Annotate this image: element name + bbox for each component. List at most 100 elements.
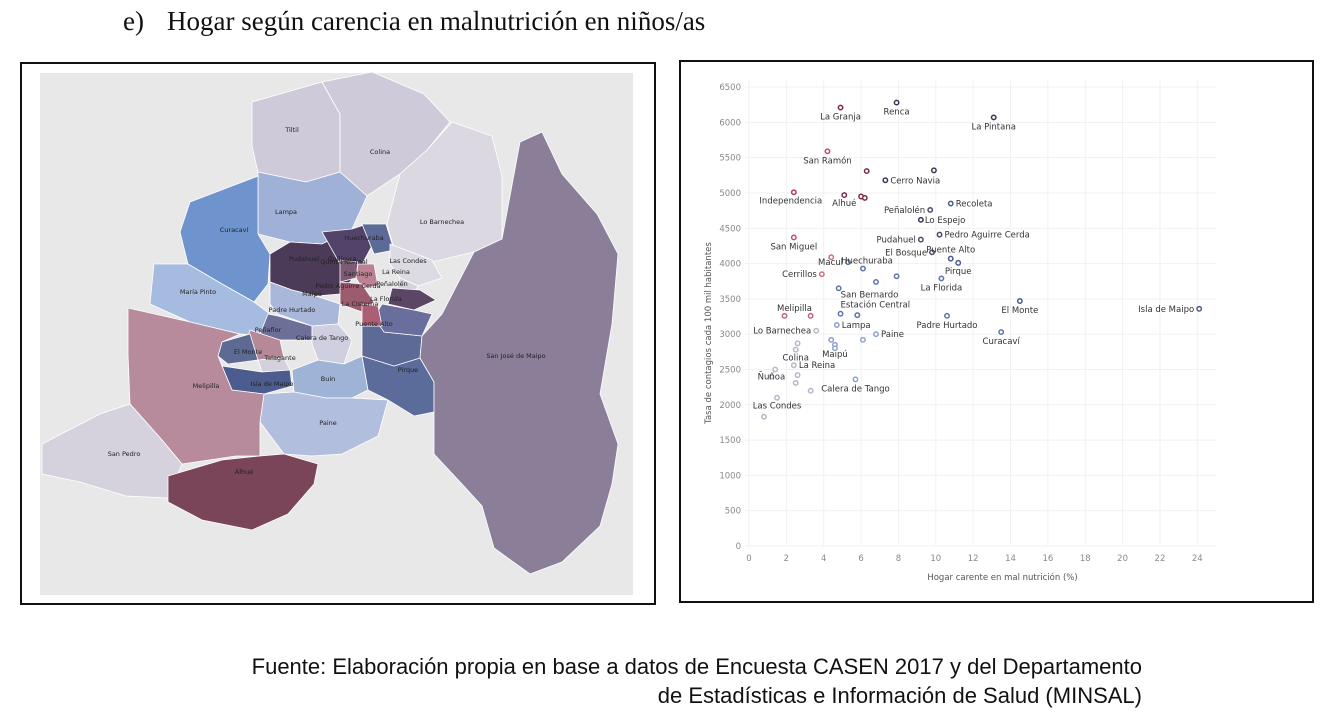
commune-label-pirque: Pirque <box>398 366 418 374</box>
scatter-point <box>929 249 936 256</box>
scatter-point <box>835 285 842 292</box>
commune-label-tiltil: Tiltil <box>284 126 299 134</box>
scatter-point <box>998 329 1005 336</box>
commune-label-san-pedro: San Pedro <box>108 450 141 458</box>
scatter-point <box>760 413 767 420</box>
point-label: Lo Barnechea <box>753 327 811 337</box>
y-axis-title: Tasa de contagios cada 100 mil habitante… <box>704 242 714 425</box>
point-label: Cerrillos <box>782 270 817 280</box>
scatter-point <box>873 331 879 338</box>
point-label: Paine <box>881 330 904 340</box>
y-tick-label: 500 <box>725 507 741 517</box>
commune-label-puente-alto: Puente Alto <box>355 320 392 328</box>
point-label: Ñuñoa <box>758 372 786 383</box>
point-label: Estación Central <box>841 300 911 311</box>
scatter-point <box>936 231 943 238</box>
commune-label-talagante: Talagante <box>263 354 295 362</box>
point-label: Alhué <box>832 198 856 209</box>
point-label: Maipú <box>822 350 848 360</box>
commune-label-isla-de-maipo: Isla de Maipo <box>251 380 294 388</box>
commune-label-la-reina: La Reina <box>382 268 410 276</box>
commune-label-la-cisterna: La Cisterna <box>342 300 379 308</box>
scatter-point <box>772 366 779 373</box>
x-tick-label: 14 <box>1005 554 1016 564</box>
commune-label-san-jose-de-maipo: San José de Maipo <box>486 352 545 360</box>
scatter-point <box>790 189 797 196</box>
commune-label-quinta-normal: Quinta Normal <box>320 258 367 266</box>
commune-label-las-condes: Las Condes <box>389 257 427 265</box>
scatter-point <box>990 114 997 121</box>
commune-alhue <box>167 453 319 531</box>
scatter-point <box>859 265 866 272</box>
scatter-point <box>955 259 962 266</box>
commune-label-maria-pinto: María Pinto <box>180 288 216 296</box>
scatter-point <box>863 168 870 175</box>
point-label: San Bernardo <box>841 290 899 300</box>
scatter-point <box>944 312 950 319</box>
commune-label-penaflor: Peñaflor <box>255 326 282 334</box>
point-label: Padre Hurtado <box>917 321 978 331</box>
scatter-point <box>930 167 937 174</box>
scatter-point <box>837 104 844 111</box>
x-tick-label: 10 <box>930 554 941 564</box>
scatter-point <box>938 275 945 282</box>
source-line-1: Fuente: Elaboración propia en base a dat… <box>251 654 1142 679</box>
scatter-point <box>807 387 814 394</box>
commune-label-padre-hurtado: Padre Hurtado <box>269 306 316 314</box>
point-label: Peñalolén <box>884 205 925 216</box>
chart-frame: 0 2 4 6 8 10 12 14 16 18 20 22 24 0 500 1000 1500 2000 250… <box>679 60 1314 603</box>
commune-san-jose-de-maipo <box>419 131 619 575</box>
scatter-point <box>794 372 801 379</box>
scatter-point <box>893 99 900 106</box>
scatter-point <box>845 259 851 266</box>
scatter-point <box>790 362 797 369</box>
point-label: La Granja <box>820 113 861 123</box>
scatter-point <box>852 376 859 383</box>
commune-curacavi <box>179 175 271 303</box>
x-tick-label: 20 <box>1117 554 1128 564</box>
scatter-point <box>792 379 799 386</box>
commune-label-el-monte: El Monte <box>234 348 262 356</box>
y-tick-label: 2500 <box>719 365 741 375</box>
scatter-point <box>917 216 924 223</box>
commune-label-melipilla: Melipilla <box>193 382 220 390</box>
figure-heading: e) Hogar según carencia en malnutrición e… <box>123 6 705 37</box>
x-tick-label: 6 <box>858 554 863 564</box>
point-label: Melipilla <box>777 304 812 314</box>
heading-text: Hogar según carencia en malnutrición en … <box>167 6 706 36</box>
scatter-point <box>893 273 900 280</box>
commune-label-pudahuel: Pudahuel <box>289 255 319 263</box>
x-tick-label: 22 <box>1155 554 1166 564</box>
commune-label-alhue: Alhué <box>235 468 254 476</box>
commune-label-colina: Colina <box>370 148 390 156</box>
y-tick-label: 3500 <box>719 295 741 305</box>
y-tick-label: 1000 <box>719 471 741 481</box>
scatter-point <box>927 206 934 213</box>
x-tick-label: 12 <box>968 554 979 564</box>
point-label: Lampa <box>842 321 871 331</box>
scatter-point <box>818 271 825 278</box>
source-line-2: de Estadísticas e Información de Salud (… <box>657 683 1142 708</box>
scatter-point <box>947 255 954 262</box>
scatter-point <box>1196 305 1203 312</box>
point-label: Macul <box>818 258 843 268</box>
scatter-point <box>828 254 835 261</box>
point-label: Renca <box>884 108 910 118</box>
map-frame: Tiltil Colina Lampa Curacaví Lo Barnechea Mar… <box>20 62 656 605</box>
commune-label-paine: Paine <box>319 419 337 427</box>
point-label: Puente Alto <box>926 246 975 256</box>
point-label: Huechuraba <box>841 257 893 267</box>
scatter-point <box>790 234 797 241</box>
commune-label-lampa: Lampa <box>275 208 297 216</box>
commune-label-quilicura: Quilicura <box>327 255 356 263</box>
x-tick-label: 16 <box>1042 554 1053 564</box>
point-label: Pedro Aguirre Cerda <box>945 231 1030 241</box>
point-label: Calera de Tango <box>821 384 889 394</box>
scatter-point <box>831 345 838 352</box>
commune-label-buin: Buin <box>321 375 336 383</box>
point-label: Colina <box>782 354 808 364</box>
commune-label-santiago: Santiago <box>344 270 373 278</box>
scatter-point <box>873 278 879 285</box>
scatter-point <box>813 327 820 334</box>
y-tick-label: 6000 <box>719 118 741 128</box>
